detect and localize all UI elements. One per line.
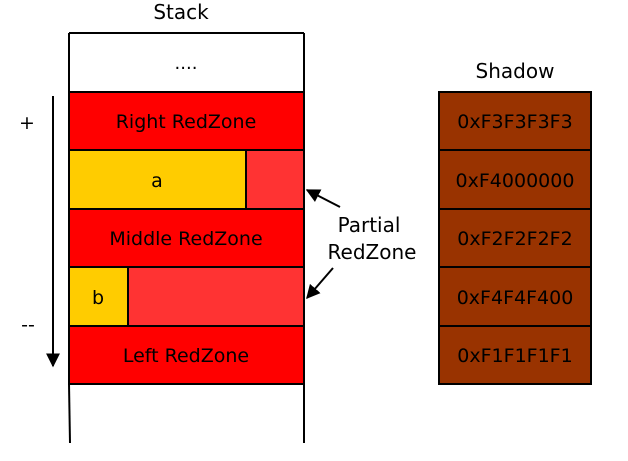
- partial-redzone-a-cell: [245, 149, 305, 210]
- stack-ellipsis: ....: [175, 53, 198, 74]
- stack-plus-sign: +: [19, 112, 35, 134]
- shadow-value-4: 0xF4F4F400: [457, 287, 574, 309]
- shadow-value-2: 0xF4000000: [456, 170, 575, 192]
- shadow-value-3: 0xF2F2F2F2: [457, 228, 572, 250]
- variable-a-label: a: [151, 170, 163, 192]
- stack-minus-sign: --: [21, 314, 35, 336]
- partial-redzone-arrow-lower: [306, 267, 334, 300]
- shadow-cell-3: [438, 208, 592, 268]
- shadow-cell-5: [438, 325, 592, 385]
- middle-redzone-cell: [68, 208, 305, 268]
- variable-b-label: b: [92, 287, 104, 309]
- partial-redzone-label-line1: Partial: [338, 213, 401, 237]
- stack-title: Stack: [153, 0, 209, 24]
- middle-redzone-label: Middle RedZone: [109, 228, 262, 250]
- shadow-cell-1: [438, 91, 592, 151]
- partial-redzone-arrow-upper: [305, 189, 341, 208]
- shadow-column: 0xF3F3F3F3 0xF4000000 0xF2F2F2F2 0xF4F4F…: [438, 91, 592, 385]
- shadow-value-1: 0xF3F3F3F3: [457, 111, 572, 133]
- left-redzone-label: Left RedZone: [123, 345, 249, 367]
- shadow-cell-2: [438, 149, 592, 210]
- left-redzone-cell: [68, 325, 305, 385]
- shadow-value-5: 0xF1F1F1F1: [457, 345, 572, 367]
- partial-redzone-b-cell: [127, 266, 305, 327]
- partial-redzone-label-line2: RedZone: [328, 240, 417, 264]
- right-redzone-cell: [68, 91, 305, 151]
- right-redzone-label: Right RedZone: [116, 111, 257, 133]
- stack-frame: [68, 32, 305, 444]
- shadow-title: Shadow: [476, 59, 555, 83]
